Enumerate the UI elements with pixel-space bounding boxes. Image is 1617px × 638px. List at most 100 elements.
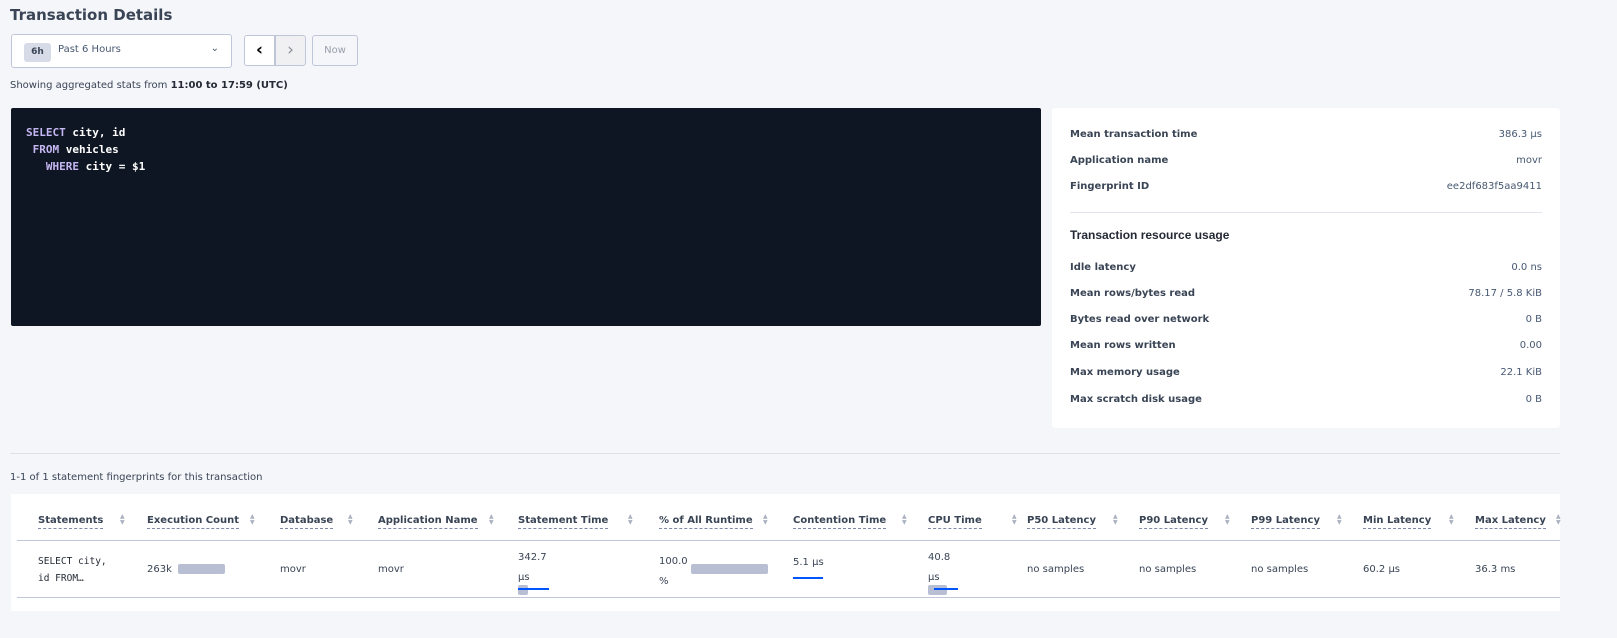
- statements-table: Statements ▲ ▼ Execution Count ▲ ▼ Database ▲ ▼ A…: [11, 494, 1561, 611]
- column-header[interactable]: P50 Latency: [1027, 515, 1096, 529]
- cell-execution-count: 263k: [147, 564, 172, 575]
- summary-value: ee2df683f5aa9411: [1446, 181, 1542, 192]
- sql-keyword: FROM: [32, 143, 60, 156]
- transaction-summary-card: Mean transaction time 386.3 µs Applicatio…: [1052, 108, 1560, 428]
- resource-row: Max memory usage 22.1 KiB: [1070, 367, 1542, 378]
- resource-label: Max memory usage: [1070, 367, 1180, 378]
- sort-icon[interactable]: ▲ ▼: [1113, 513, 1118, 526]
- statement-line: id FROM…: [38, 573, 84, 584]
- value-line: 40.8: [928, 552, 951, 563]
- sort-icon[interactable]: ▲ ▼: [763, 513, 768, 526]
- previous-range-button[interactable]: ‹: [244, 35, 275, 66]
- contention-time-range: [793, 577, 823, 579]
- sort-icon[interactable]: ▲ ▼: [120, 513, 125, 526]
- cpu-time-bar: [928, 585, 947, 595]
- column-header[interactable]: Database: [280, 515, 334, 529]
- column-header[interactable]: Statement Time: [518, 515, 609, 529]
- value-line: 100.0: [659, 556, 688, 567]
- sort-icon[interactable]: ▲ ▼: [1225, 513, 1230, 526]
- cell-cpu-time: 40.8 µs: [928, 548, 950, 588]
- header-divider: [17, 540, 1560, 541]
- summary-row: Fingerprint ID ee2df683f5aa9411: [1070, 181, 1542, 192]
- sql-keyword: WHERE: [45, 160, 79, 173]
- column-header[interactable]: Execution Count: [147, 515, 240, 529]
- column-header[interactable]: Min Latency: [1363, 515, 1432, 529]
- column-header[interactable]: P90 Latency: [1139, 515, 1208, 529]
- resource-label: Mean rows/bytes read: [1070, 288, 1196, 299]
- summary-value: 386.3 µs: [1498, 129, 1542, 140]
- value-line: µs: [928, 572, 940, 583]
- sort-icon[interactable]: ▲ ▼: [902, 513, 907, 526]
- chevron-left-icon: ‹: [255, 40, 263, 60]
- chevron-down-icon: ⌄: [210, 43, 219, 54]
- resource-value: 0 B: [1525, 394, 1542, 405]
- statement-time-range: [518, 588, 549, 590]
- resource-value: 22.1 KiB: [1500, 367, 1542, 378]
- sort-icon[interactable]: ▲ ▼: [1337, 513, 1342, 526]
- section-divider: [10, 453, 1560, 454]
- cell-max-latency: 36.3 ms: [1475, 564, 1516, 575]
- resource-label: Bytes read over network: [1070, 314, 1210, 325]
- sort-icon[interactable]: ▲ ▼: [1556, 513, 1561, 526]
- value-line: µs: [518, 572, 530, 583]
- column-header[interactable]: Application Name: [378, 515, 478, 529]
- resource-row: Idle latency 0.0 ns: [1070, 262, 1542, 273]
- resource-label: Mean rows written: [1070, 340, 1176, 351]
- resource-label: Max scratch disk usage: [1070, 394, 1202, 405]
- chevron-right-icon: ›: [287, 40, 294, 60]
- resource-value: 78.17 / 5.8 KiB: [1468, 288, 1542, 299]
- sql-text: vehicles: [59, 143, 119, 156]
- cell-pct-runtime: 100.0%: [659, 552, 688, 592]
- summary-row: Mean transaction time 386.3 µs: [1070, 129, 1542, 140]
- sort-icon[interactable]: ▲ ▼: [250, 513, 255, 526]
- cell-contention-time: 5.1 µs: [793, 557, 824, 568]
- cell-min-latency: 60.2 µs: [1363, 564, 1401, 575]
- cpu-time-range: [934, 588, 958, 590]
- column-header[interactable]: Max Latency: [1475, 515, 1546, 529]
- statement-time-bar: [518, 585, 528, 595]
- value-line: 342.7: [518, 552, 547, 563]
- sort-icon[interactable]: ▲ ▼: [1012, 513, 1017, 526]
- table-caption: 1-1 of 1 statement fingerprints for this…: [10, 472, 263, 483]
- sort-icon[interactable]: ▲ ▼: [628, 513, 633, 526]
- resource-row: Bytes read over network 0 B: [1070, 314, 1542, 325]
- resource-row: Mean rows/bytes read 78.17 / 5.8 KiB: [1070, 288, 1542, 299]
- cell-statement[interactable]: SELECT city, id FROM…: [38, 553, 107, 587]
- showing-range: 11:00 to 17:59 (UTC): [170, 80, 288, 91]
- resource-usage-title: Transaction resource usage: [1070, 228, 1230, 242]
- sort-icon[interactable]: ▲ ▼: [348, 513, 353, 526]
- cell-database: movr: [280, 564, 306, 575]
- time-range-badge: 6h: [24, 43, 51, 62]
- sql-statement-box: SELECT city, id FROM vehicles WHERE city…: [11, 108, 1041, 326]
- pct-runtime-bar: [691, 564, 768, 574]
- time-range-select[interactable]: 6h Past 6 Hours ⌄: [11, 34, 232, 68]
- resource-value: 0.0 ns: [1511, 262, 1542, 273]
- card-divider: [1070, 212, 1542, 213]
- column-header[interactable]: CPU Time: [928, 515, 982, 529]
- column-header[interactable]: % of All Runtime: [659, 515, 753, 529]
- column-header[interactable]: P99 Latency: [1251, 515, 1320, 529]
- cell-application-name: movr: [378, 564, 404, 575]
- statement-line: SELECT city,: [38, 556, 107, 567]
- resource-row: Mean rows written 0.00: [1070, 340, 1542, 351]
- value-line: %: [659, 576, 669, 587]
- summary-label: Application name: [1070, 155, 1169, 166]
- next-range-button[interactable]: ›: [275, 35, 306, 66]
- sql-keyword: SELECT: [26, 126, 66, 139]
- cell-statement-time: 342.7 µs: [518, 548, 547, 588]
- page-title: Transaction Details: [10, 6, 173, 24]
- summary-label: Fingerprint ID: [1070, 181, 1150, 192]
- showing-prefix: Showing aggregated stats from: [10, 80, 171, 91]
- cell-p50-latency: no samples: [1027, 564, 1085, 575]
- sort-icon[interactable]: ▲ ▼: [1449, 513, 1454, 526]
- column-header[interactable]: Contention Time: [793, 515, 887, 529]
- column-header[interactable]: Statements: [38, 515, 104, 529]
- aggregation-range-text: Showing aggregated stats from 11:00 to 1…: [10, 80, 288, 91]
- sort-icon[interactable]: ▲ ▼: [489, 513, 494, 526]
- resource-row: Max scratch disk usage 0 B: [1070, 394, 1542, 405]
- row-divider: [17, 597, 1560, 598]
- resource-label: Idle latency: [1070, 262, 1136, 273]
- now-button[interactable]: Now: [312, 35, 358, 66]
- sql-text: city = $1: [79, 160, 146, 173]
- summary-row: Application name movr: [1070, 155, 1542, 166]
